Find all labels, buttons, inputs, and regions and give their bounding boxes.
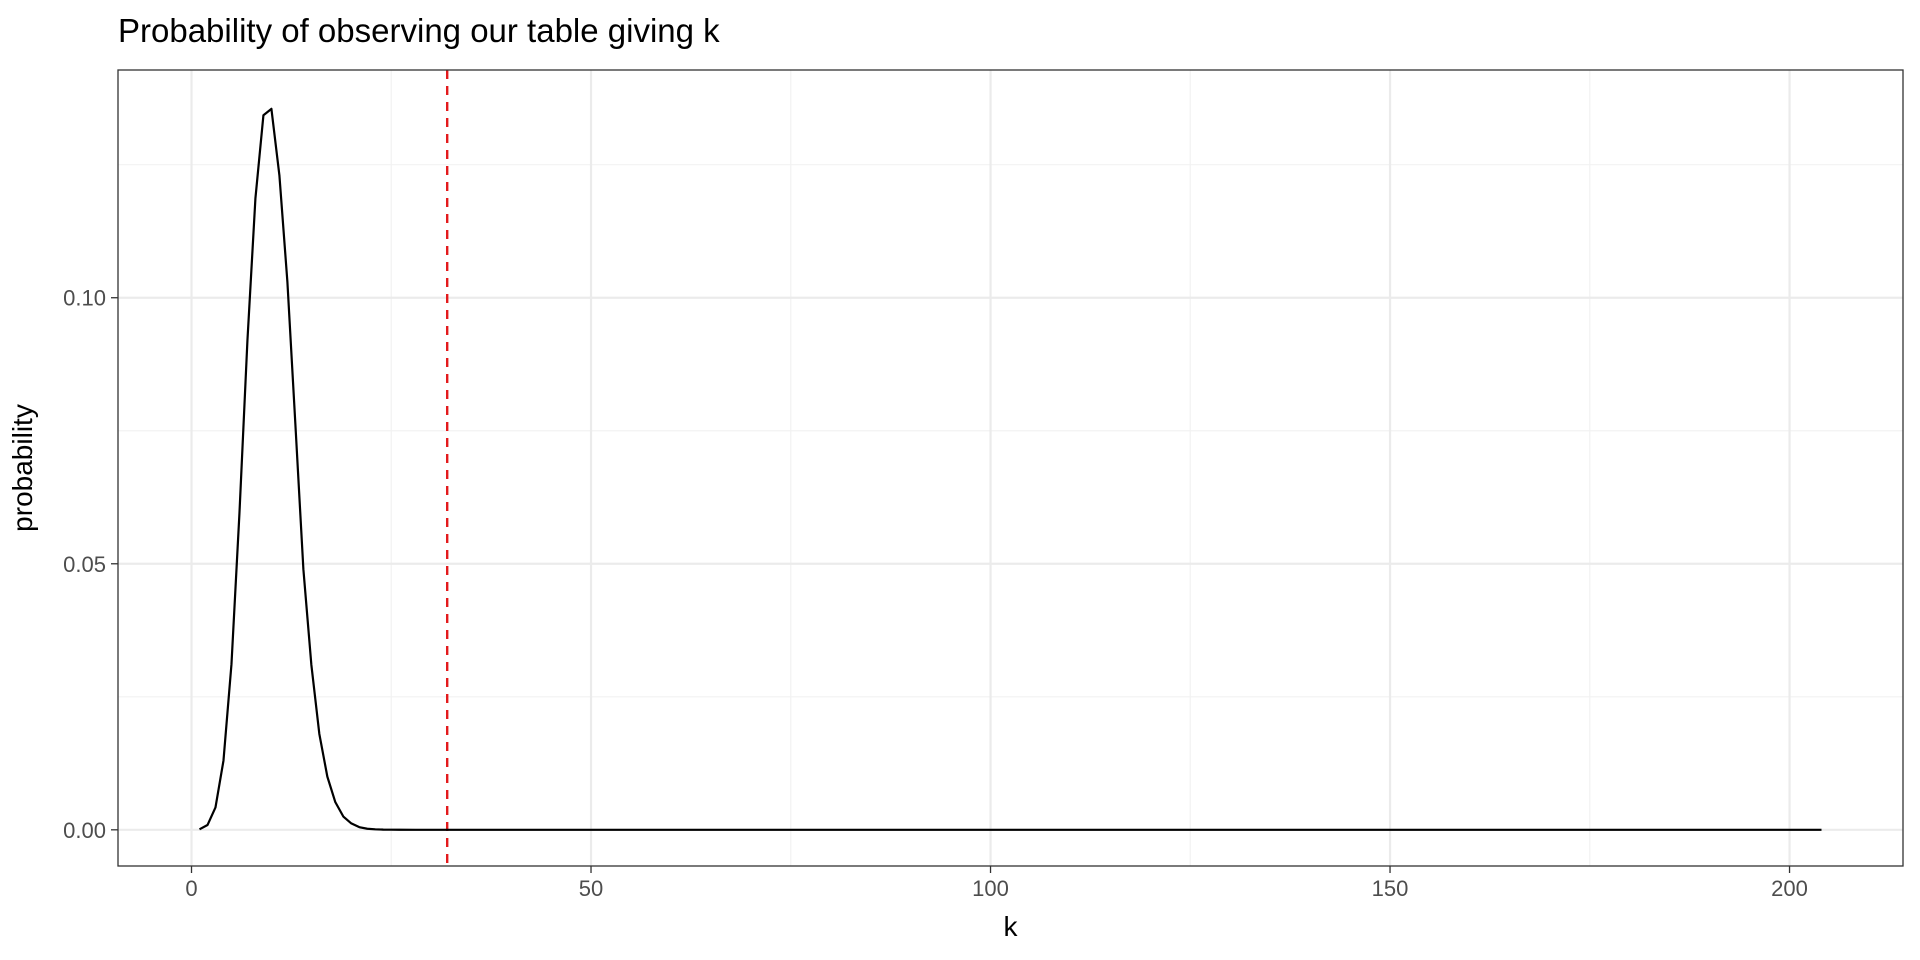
x-tick-label: 150 — [1372, 876, 1409, 901]
plot-panel — [118, 70, 1903, 866]
y-axis-ticks: 0.00 0.05 0.10 — [63, 286, 118, 843]
major-gridlines — [118, 70, 1903, 866]
plot-border — [117, 69, 1904, 867]
chart-title: Probability of observing our table givin… — [118, 12, 720, 49]
x-tick-label: 100 — [972, 876, 1009, 901]
x-tick-label: 50 — [579, 876, 603, 901]
x-tick-label: 200 — [1771, 876, 1808, 901]
minor-gridlines — [118, 70, 1903, 866]
probability-line — [198, 107, 1822, 831]
y-tick-label: 0.10 — [63, 286, 106, 311]
y-tick-label: 0.05 — [63, 552, 106, 577]
y-tick-label: 0.00 — [63, 818, 106, 843]
x-axis-ticks: 0 50 100 150 200 — [185, 866, 1808, 901]
y-axis-title: probability — [7, 404, 38, 532]
x-tick-label: 0 — [185, 876, 197, 901]
x-axis-title: k — [1004, 911, 1019, 942]
